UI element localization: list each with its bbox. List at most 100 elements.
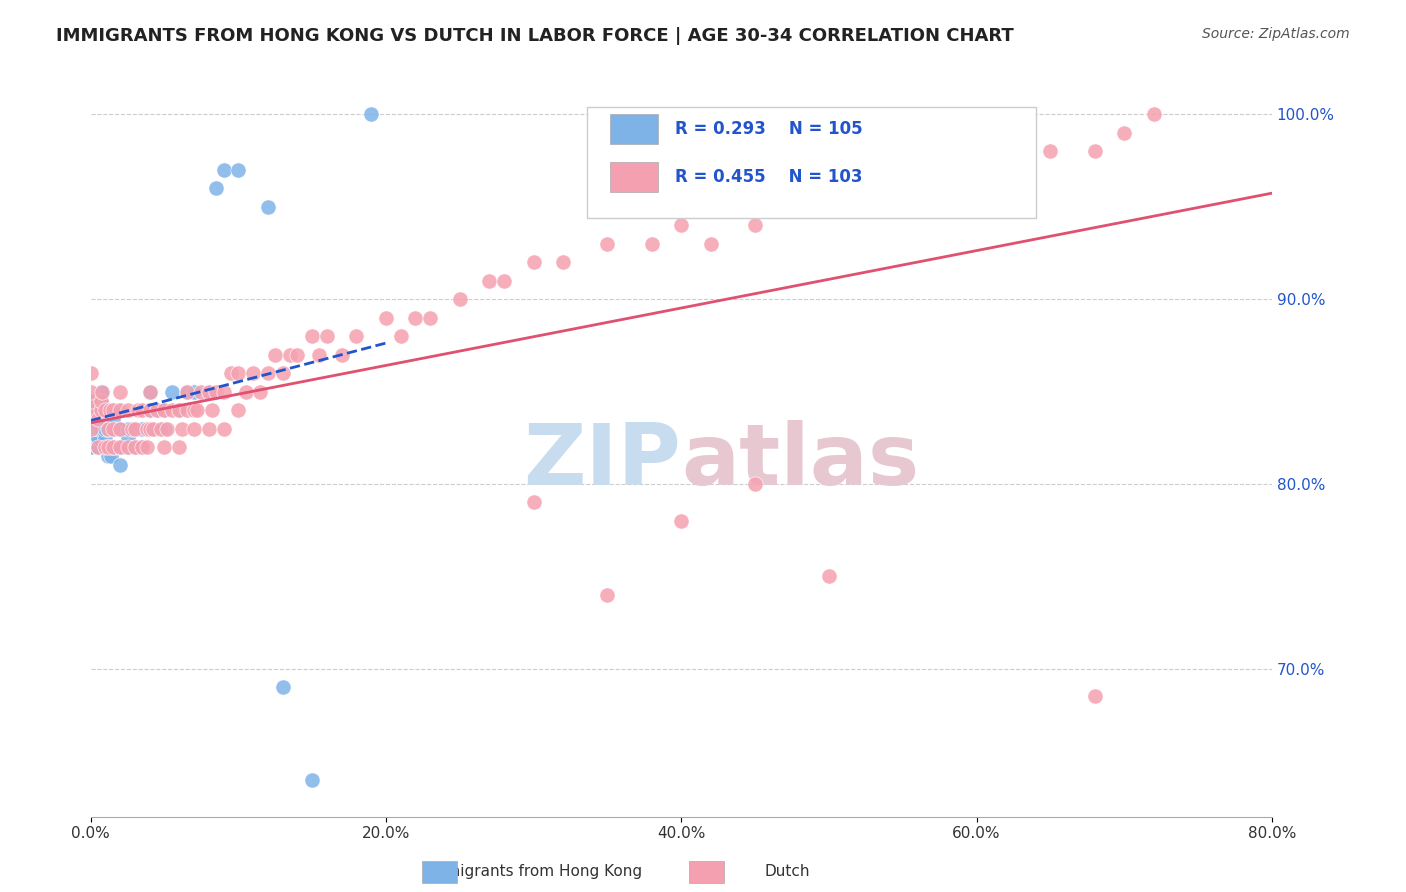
Point	[160, 384, 183, 399]
Point	[79, 421, 101, 435]
Point	[995, 162, 1018, 177]
Point	[138, 403, 160, 417]
Point	[212, 162, 235, 177]
Point	[153, 403, 176, 417]
Point	[271, 366, 294, 380]
Point	[301, 329, 323, 343]
Point	[79, 393, 101, 408]
Point	[197, 384, 219, 399]
Point	[79, 393, 101, 408]
Point	[90, 384, 112, 399]
Point	[183, 384, 205, 399]
Point	[87, 421, 110, 435]
Point	[104, 403, 127, 417]
Point	[79, 393, 101, 408]
Point	[183, 421, 205, 435]
Point	[186, 403, 208, 417]
Point	[478, 274, 501, 288]
Text: R = 0.293    N = 105: R = 0.293 N = 105	[675, 120, 863, 138]
Point	[308, 348, 330, 362]
Point	[183, 403, 205, 417]
Point	[278, 348, 301, 362]
Text: Dutch: Dutch	[765, 863, 810, 879]
Point	[79, 421, 101, 435]
Point	[315, 329, 337, 343]
Point	[197, 421, 219, 435]
Point	[360, 107, 382, 121]
Point	[100, 440, 122, 454]
Point	[108, 440, 131, 454]
Point	[79, 393, 101, 408]
Point	[131, 440, 153, 454]
Point	[90, 421, 112, 435]
Point	[101, 440, 124, 454]
Point	[90, 393, 112, 408]
Point	[90, 384, 112, 399]
Point	[79, 393, 101, 408]
Point	[87, 403, 110, 417]
Point	[135, 421, 157, 435]
Point	[87, 440, 110, 454]
Point	[79, 393, 101, 408]
Point	[87, 403, 110, 417]
Point	[135, 421, 157, 435]
Point	[700, 236, 723, 251]
Point	[156, 421, 179, 435]
Point	[94, 403, 117, 417]
Point	[101, 440, 124, 454]
Point	[79, 393, 101, 408]
Point	[146, 403, 169, 417]
Point	[301, 772, 323, 787]
Point	[98, 403, 121, 417]
Point	[744, 219, 766, 233]
Point	[97, 440, 120, 454]
Point	[79, 393, 101, 408]
Point	[131, 440, 153, 454]
Point	[79, 393, 101, 408]
Point	[135, 440, 157, 454]
Point	[138, 384, 160, 399]
Point	[101, 403, 124, 417]
Point	[79, 366, 101, 380]
Point	[190, 384, 212, 399]
Point	[167, 403, 190, 417]
Point	[90, 403, 112, 417]
Point	[176, 403, 198, 417]
Point	[285, 348, 308, 362]
Point	[127, 440, 149, 454]
Point	[108, 421, 131, 435]
Point	[153, 421, 176, 435]
Point	[127, 403, 149, 417]
Point	[153, 440, 176, 454]
Point	[79, 393, 101, 408]
Point	[671, 514, 693, 528]
Point	[138, 384, 160, 399]
Point	[91, 384, 114, 399]
Point	[79, 393, 101, 408]
Point	[94, 440, 117, 454]
Point	[79, 393, 101, 408]
Point	[87, 403, 110, 417]
Point	[671, 219, 693, 233]
Point	[235, 384, 257, 399]
Point	[79, 393, 101, 408]
Point	[936, 181, 959, 195]
Point	[79, 393, 101, 408]
Point	[205, 384, 228, 399]
Point	[87, 431, 110, 445]
Point	[90, 393, 112, 408]
Text: R = 0.455    N = 103: R = 0.455 N = 103	[675, 169, 863, 186]
Point	[124, 421, 146, 435]
FancyBboxPatch shape	[586, 107, 1036, 218]
Point	[104, 421, 127, 435]
Point	[108, 458, 131, 473]
Text: ZIP: ZIP	[523, 420, 682, 503]
Point	[201, 403, 224, 417]
Point	[79, 403, 101, 417]
Point	[891, 181, 914, 195]
Point	[79, 393, 101, 408]
Point	[389, 329, 412, 343]
Point	[848, 200, 870, 214]
Point	[100, 450, 122, 464]
Point	[176, 384, 198, 399]
